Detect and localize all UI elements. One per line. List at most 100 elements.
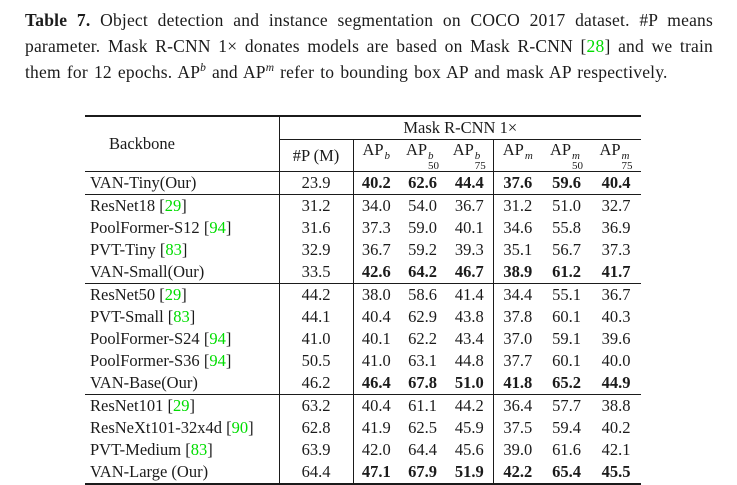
metric-value-cell: 36.7 bbox=[361, 240, 391, 259]
params-cell: 50.5 bbox=[279, 350, 354, 372]
metric-value-cell: 36.7 bbox=[601, 285, 631, 304]
metric-value-cell: 37.8 bbox=[503, 307, 533, 326]
metric-value-cell: 55.1 bbox=[552, 285, 581, 304]
table-row: ResNeXt101-32x4d [90] 62.8 41.9 62.5 45.9 37.… bbox=[85, 417, 641, 439]
caption-label: Table 7. bbox=[25, 10, 91, 30]
metric-value-cell: 38.9 bbox=[493, 261, 542, 284]
params-cell: 46.2 bbox=[279, 372, 354, 395]
metric-value-cell: 38.0 bbox=[361, 285, 391, 304]
metric-value-cell: 59.1 bbox=[552, 329, 581, 348]
table-row: PoolFormer-S36 [94] 50.5 41.0 63.1 44.8 37.7 6… bbox=[85, 350, 641, 372]
params-cell: 31.6 bbox=[279, 217, 354, 239]
metric-value-cell: 61.1 bbox=[408, 396, 437, 415]
citation-link[interactable]: 83 bbox=[173, 307, 190, 326]
metric-value-cell: 62.2 bbox=[408, 329, 437, 348]
citation-link[interactable]: 29 bbox=[172, 396, 190, 415]
citation-link[interactable]: 29 bbox=[164, 196, 182, 215]
backbone-cell: ResNet101 [29] bbox=[85, 394, 280, 417]
citation-link[interactable]: 94 bbox=[209, 351, 226, 370]
metric-value-cell: 37.7 bbox=[503, 351, 533, 370]
metric-value-cell: 62.5 bbox=[408, 418, 437, 437]
metric-value-cell: 32.7 bbox=[601, 196, 631, 215]
metric-sup-sub: m 75 bbox=[621, 150, 633, 172]
params-cell: 31.2 bbox=[279, 194, 354, 217]
backbone-cell: PVT-Small [83] bbox=[85, 306, 280, 328]
citation-link[interactable]: 83 bbox=[165, 240, 182, 259]
metric-sup-sub: m 50 bbox=[572, 150, 584, 172]
table-row: PVT-Small [83] 44.1 40.4 62.9 43.8 37.8 60.1 40… bbox=[85, 306, 641, 328]
metric-value-cell: 67.8 bbox=[399, 372, 446, 395]
metric-value-cell: 44.2 bbox=[446, 394, 494, 417]
backbone-cell: ResNeXt101-32x4d [90] bbox=[85, 417, 280, 439]
metric-value-cell: 36.9 bbox=[601, 218, 631, 237]
metric-value-cell: 44.9 bbox=[591, 372, 642, 395]
metric-value-cell: 43.4 bbox=[446, 328, 494, 350]
metric-value-cell: 42.6 bbox=[353, 261, 399, 284]
citation-link[interactable]: 90 bbox=[231, 418, 249, 437]
metric-value-cell: 59.2 bbox=[408, 240, 437, 259]
metric-value-cell: 41.0 bbox=[361, 351, 391, 370]
metric-value-cell: 34.6 bbox=[503, 218, 533, 237]
metric-value-cell: 40.1 bbox=[446, 217, 494, 239]
metric-sup-sub: b 75 bbox=[474, 150, 486, 172]
metric-value-cell: 39.3 bbox=[446, 239, 494, 261]
backbone-cell: VAN-Base(Our) bbox=[85, 372, 280, 395]
metric-value-cell: 40.3 bbox=[601, 307, 631, 326]
metric-value-cell: 64.2 bbox=[399, 261, 446, 284]
table-row: PoolFormer-S12 [94] 31.6 37.3 59.0 40.1 34.6 5… bbox=[85, 217, 641, 239]
metric-value-cell: 40.1 bbox=[361, 329, 391, 348]
table-row: ResNet101 [29] 63.2 40.4 61.1 44.2 36.4 57.7 38… bbox=[85, 394, 641, 417]
params-cell: 64.4 bbox=[279, 461, 354, 485]
metric-base: AP bbox=[599, 140, 621, 159]
params-cell: 44.2 bbox=[279, 283, 354, 306]
metric-value-cell: 35.1 bbox=[503, 240, 533, 259]
backbone-cell: PoolFormer-S24 [94] bbox=[85, 328, 280, 350]
params-cell: 62.8 bbox=[279, 417, 354, 439]
backbone-cell: VAN-Small(Our) bbox=[85, 261, 280, 284]
superscript: b bbox=[200, 62, 206, 75]
citation-link[interactable]: 28 bbox=[586, 36, 605, 56]
header-row-top: Backbone Mask R-CNN 1× bbox=[85, 115, 642, 172]
metric-value-cell: 63.1 bbox=[408, 351, 437, 370]
caption-text: and we train them for 12 epochs. AP bbox=[25, 36, 713, 82]
citation-link[interactable]: 94 bbox=[209, 329, 226, 348]
backbone-cell: VAN-Large (Our) bbox=[85, 461, 280, 485]
metric-value-cell: 45.5 bbox=[591, 461, 642, 485]
metric-value-cell: 40.2 bbox=[601, 418, 631, 437]
metric-value-cell: 37.3 bbox=[601, 240, 631, 259]
metric-value-cell: 59.0 bbox=[408, 218, 437, 237]
metric-value-cell: 59.4 bbox=[552, 418, 581, 437]
metric-base: AP bbox=[502, 140, 524, 159]
metric-base: AP bbox=[405, 140, 428, 159]
metric-base: AP bbox=[362, 140, 384, 159]
metric-column-header: AP b 50 bbox=[399, 139, 446, 172]
table-row: VAN-Small(Our) 33.5 42.6 64.2 46.7 38.9 61.2 41… bbox=[85, 261, 642, 284]
metric-value-cell: 41.4 bbox=[446, 283, 494, 306]
citation-link[interactable]: 83 bbox=[190, 440, 208, 459]
metric-value-cell: 41.8 bbox=[493, 372, 542, 395]
superscript: m bbox=[265, 62, 275, 75]
citation-link[interactable]: 94 bbox=[209, 218, 226, 237]
metric-value-cell: 46.4 bbox=[353, 372, 399, 395]
metric-base: AP bbox=[452, 140, 474, 159]
metric-sup-sub: b 50 bbox=[428, 150, 440, 172]
metric-sup-sub: b bbox=[384, 150, 391, 162]
metric-column-header: AP b bbox=[353, 139, 399, 172]
citation-link[interactable]: 29 bbox=[164, 285, 182, 304]
backbone-cell: PoolFormer-S12 [94] bbox=[85, 217, 280, 239]
backbone-column-header: Backbone bbox=[85, 115, 280, 172]
params-cell: 33.5 bbox=[279, 261, 354, 284]
metric-value-cell: 46.7 bbox=[446, 261, 494, 284]
metric-value-cell: 44.8 bbox=[446, 350, 494, 372]
metric-value-cell: 37.3 bbox=[361, 218, 391, 237]
metric-value-cell: 41.7 bbox=[591, 261, 642, 284]
metric-value-cell: 34.4 bbox=[503, 285, 533, 304]
params-cell: 63.2 bbox=[279, 394, 354, 417]
metric-column-header: AP m 75 bbox=[591, 139, 642, 172]
backbone-cell: ResNet50 [29] bbox=[85, 283, 280, 306]
metric-value-cell: 62.9 bbox=[408, 307, 437, 326]
metric-value-cell: 45.6 bbox=[446, 439, 494, 461]
metric-value-cell: 65.4 bbox=[542, 461, 591, 485]
metric-base: AP bbox=[549, 140, 572, 159]
metric-value-cell: 39.6 bbox=[601, 329, 631, 348]
